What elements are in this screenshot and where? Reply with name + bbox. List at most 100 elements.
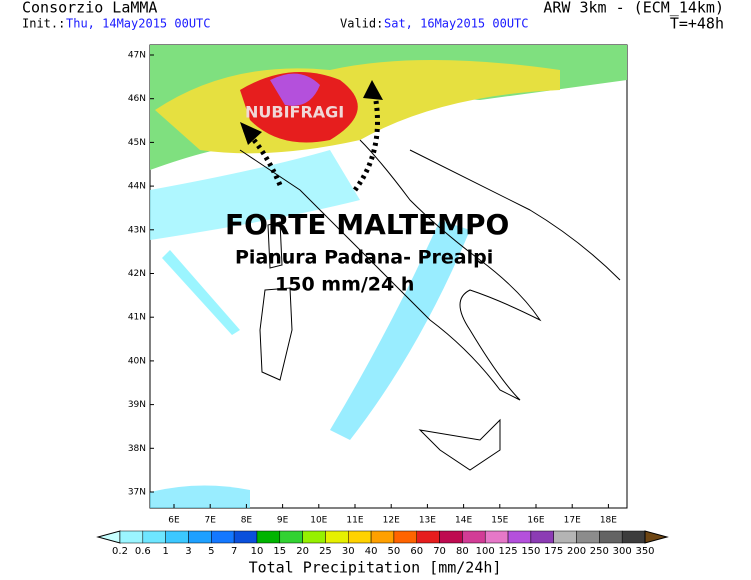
colorbar-label: 0.2 [112, 546, 128, 557]
colorbar-swatch [302, 530, 326, 544]
colorbar-label: 40 [365, 546, 378, 557]
valid-label: Valid: [340, 17, 383, 31]
colorbar-swatch [279, 530, 303, 544]
colorbar-swatch [576, 530, 600, 544]
colorbar-label: 125 [498, 546, 517, 557]
colorbar-swatch [348, 530, 372, 544]
coastline [239, 139, 542, 401]
colorbar-arrow [644, 530, 669, 544]
colorbar-swatch [370, 530, 395, 544]
lat-label: 37N [128, 488, 146, 498]
lon-label: 18E [600, 516, 617, 526]
colorbar-swatch [165, 530, 189, 544]
amount-label: 150 mm/24 h [275, 274, 414, 296]
model-name: ARW 3km - (ECM_14km) [543, 0, 724, 17]
lon-label: 9E [277, 516, 289, 526]
colorbar-label: 100 [476, 546, 495, 557]
init-label: Init.: [22, 17, 65, 31]
map-ticks: 6E 7E 8E 9E 10E 11E 12E 13E 14E 15E 16E 17E 18E 47N 46… [128, 51, 617, 526]
colorbar: 0.2 0.6 1 3 5 7 10 15 20 25 30 40 50 60 70 80 100 125 150 1… [96, 530, 669, 557]
storm-label: NUBIFRAGI [245, 103, 344, 122]
lead-time: T=+48h [670, 15, 724, 33]
colorbar-label: 175 [544, 546, 563, 557]
colorbar-swatch [393, 530, 417, 544]
colorbar-swatch [599, 530, 623, 544]
arrowhead [363, 80, 383, 100]
colorbar-swatch [256, 530, 281, 544]
coastline [267, 221, 283, 269]
lon-label: 17E [564, 516, 581, 526]
lon-label: 15E [491, 516, 508, 526]
lat-label: 38N [128, 444, 146, 454]
org-name: Consorzio LaMMA [22, 0, 157, 17]
map-area: NUBIFRAGI FORTE MALTEMPO Pianura Padana-… [149, 44, 628, 509]
lon-label: 16E [527, 516, 544, 526]
precip-field [150, 485, 250, 508]
colorbar-label: 200 [567, 546, 586, 557]
colorbar-label: 50 [388, 546, 401, 557]
area-label: Pianura Padana- Prealpi [235, 247, 493, 269]
lat-label: 40N [128, 356, 146, 366]
valid-time: Sat, 16May2015 00UTC [384, 17, 529, 31]
colorbar-swatch [507, 530, 532, 544]
lat-label: 42N [128, 269, 146, 279]
colorbar-label: 70 [433, 546, 446, 557]
precip-field [270, 73, 320, 106]
flow-arrow [243, 128, 283, 186]
colorbar-label: 20 [296, 546, 309, 557]
colorbar-label: 15 [273, 546, 286, 557]
colorbar-title: Total Precipitation [mm/24h] [249, 559, 502, 577]
colorbar-label: 80 [456, 546, 469, 557]
lat-label: 39N [128, 400, 146, 410]
colorbar-label: 1 [162, 546, 168, 557]
lat-label: 45N [128, 138, 146, 148]
headline: FORTE MALTEMPO [225, 208, 509, 241]
colorbar-swatch [211, 530, 235, 544]
colorbar-swatch [621, 530, 646, 544]
arrowhead [240, 122, 262, 145]
colorbar-swatch [530, 530, 554, 544]
lon-label: 8E [241, 516, 253, 526]
colorbar-label: 7 [231, 546, 237, 557]
precip-field [150, 150, 360, 240]
coastline [259, 287, 293, 381]
lat-label: 47N [128, 51, 146, 61]
colorbar-label: 25 [319, 546, 332, 557]
colorbar-swatch [553, 530, 577, 544]
colorbar-label: 30 [342, 546, 355, 557]
lat-label: 41N [128, 313, 146, 323]
colorbar-label: 250 [590, 546, 609, 557]
colorbar-label: 3 [185, 546, 191, 557]
lon-label: 10E [310, 516, 327, 526]
precip-field [240, 72, 358, 143]
lon-label: 7E [204, 516, 216, 526]
colorbar-label: 5 [208, 546, 214, 557]
colorbar-label: 0.6 [135, 546, 151, 557]
colorbar-swatch [439, 530, 463, 544]
colorbar-swatch [484, 530, 509, 544]
precip-field [162, 250, 240, 335]
colorbar-label: 60 [410, 546, 423, 557]
lon-label: 13E [419, 516, 436, 526]
colorbar-label: 150 [521, 546, 540, 557]
lat-label: 46N [128, 94, 146, 104]
lon-label: 6E [168, 516, 180, 526]
colorbar-swatch [142, 530, 166, 544]
colorbar-swatch [416, 530, 440, 544]
lat-label: 43N [128, 225, 146, 235]
lon-label: 12E [383, 516, 400, 526]
colorbar-swatch [325, 530, 349, 544]
colorbar-label: 10 [251, 546, 264, 557]
lat-label: 44N [128, 182, 146, 192]
colorbar-arrow [96, 530, 121, 544]
lon-label: 14E [455, 516, 472, 526]
coastline [418, 418, 501, 471]
colorbar-swatch [188, 530, 212, 544]
colorbar-swatch [233, 530, 258, 544]
colorbar-swatch [119, 530, 144, 544]
colorbar-label: 350 [635, 546, 654, 557]
init-time: Thu, 14May2015 00UTC [66, 17, 211, 31]
coastline [409, 149, 621, 281]
lon-label: 11E [346, 516, 363, 526]
